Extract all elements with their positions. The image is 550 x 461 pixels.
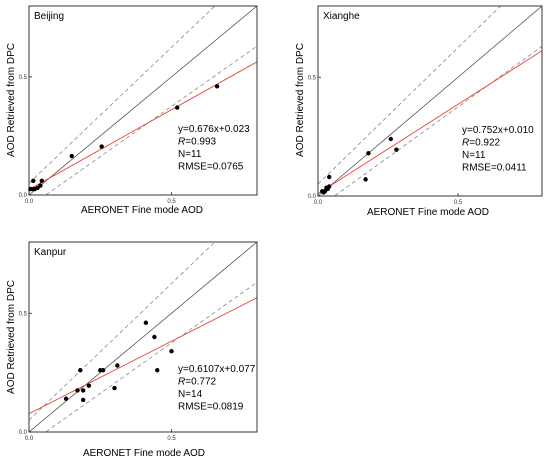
chart-panel-kanpur: 0.0 0.5 0.0 0.5 Kanpur AERONET Fine mode AOD A…	[6, 241, 258, 459]
correlation-value: =0.922	[469, 138, 500, 149]
y-tick-label: 0.5	[19, 75, 28, 81]
data-point	[363, 177, 368, 182]
x-tick-label: 0.0	[25, 199, 34, 205]
data-point	[327, 174, 332, 180]
data-point	[86, 383, 92, 388]
data-point	[175, 105, 180, 110]
chart-panel-xianghe: 0.0 0.5 0.0 0.5 Xianghe AERONET Fine mode AOD…	[295, 5, 543, 218]
y-axis-label: AOD Retrieved from DPC	[295, 43, 306, 157]
data-point	[394, 147, 399, 152]
correlation-value: =0.772	[185, 377, 216, 388]
x-axis-label: AERONET Fine mode AOD	[367, 207, 489, 218]
reference-lines	[29, 6, 257, 195]
correlation-value: =0.993	[185, 137, 216, 148]
regression-line	[29, 61, 257, 190]
correlation-coefficient: R=0.922	[462, 138, 501, 149]
data-point	[155, 368, 160, 373]
one-to-one-line	[318, 6, 542, 196]
data-point	[169, 349, 174, 354]
data-point	[80, 397, 86, 403]
regression-equation: y=0.6107x+0.077	[178, 364, 256, 375]
data-point	[69, 153, 74, 159]
plot-frame	[28, 5, 258, 196]
data-point	[99, 144, 104, 149]
reference-lines	[318, 6, 542, 196]
one-to-one-line	[29, 6, 257, 195]
y-axis-label: AOD Retrieved from DPC	[6, 280, 17, 394]
data-point	[143, 320, 149, 325]
data-points	[63, 320, 174, 403]
data-points	[320, 136, 399, 195]
regression-equation: y=0.752x+0.010	[462, 125, 534, 136]
x-axis-label: AERONET Fine mode AOD	[83, 448, 205, 459]
y-axis-label: AOD Retrieved from DPC	[6, 43, 17, 157]
data-point	[100, 368, 106, 373]
rmse-value: RMSE=0.0819	[178, 402, 244, 413]
site-label: Xianghe	[323, 11, 360, 22]
data-point	[39, 178, 45, 184]
upper-error-envelope	[318, 6, 502, 185]
lower-error-envelope	[45, 45, 257, 195]
data-point	[31, 178, 36, 184]
x-tick-label: 0.5	[454, 200, 463, 206]
correlation-coefficient: R=0.993	[178, 137, 217, 148]
data-points	[28, 84, 220, 192]
site-label: Kanpur	[34, 247, 67, 258]
plot-frame	[317, 5, 543, 197]
y-tick-label: 0.5	[308, 75, 317, 81]
x-tick-label: 0.0	[314, 200, 323, 206]
correlation-symbol: R	[178, 137, 185, 148]
regression-line	[318, 50, 542, 195]
x-tick-label: 0.5	[167, 199, 176, 205]
regression-line	[29, 297, 257, 415]
x-tick-label: 0.0	[25, 436, 34, 442]
sample-count: N=14	[178, 389, 203, 400]
data-point	[75, 388, 80, 393]
data-point	[112, 385, 117, 391]
y-tick-label: 0.0	[19, 193, 28, 199]
data-point	[214, 84, 220, 89]
correlation-symbol: R	[178, 377, 185, 388]
regression-equation: y=0.676x+0.023	[178, 124, 250, 135]
plot-frame	[28, 241, 258, 433]
site-label: Beijing	[34, 11, 64, 22]
rmse-value: RMSE=0.0411	[462, 163, 527, 174]
data-point	[38, 183, 43, 188]
sample-count: N=11	[178, 149, 202, 160]
data-point	[325, 186, 330, 192]
chart-panel-beijing: 0.0 0.5 0.0 0.5 Beijing AERONET Fine mode AOD…	[6, 5, 258, 216]
data-point	[366, 151, 371, 156]
rmse-value: RMSE=0.0765	[178, 162, 244, 173]
data-point	[152, 334, 157, 340]
y-tick-label: 0.0	[308, 194, 317, 200]
x-axis-label: AERONET Fine mode AOD	[81, 205, 203, 216]
lower-error-envelope	[45, 282, 257, 432]
x-tick-label: 0.5	[167, 436, 176, 442]
sample-count: N=11	[462, 150, 486, 161]
data-point	[321, 190, 326, 195]
data-point	[115, 363, 120, 368]
data-point	[80, 388, 86, 393]
data-point	[388, 136, 393, 142]
correlation-coefficient: R=0.772	[178, 377, 217, 388]
y-tick-label: 0.0	[19, 430, 28, 436]
data-point	[63, 396, 69, 401]
upper-error-envelope	[29, 6, 216, 184]
upper-error-envelope	[29, 242, 216, 421]
data-point	[78, 368, 83, 373]
correlation-symbol: R	[462, 138, 469, 149]
y-tick-label: 0.5	[19, 311, 28, 317]
